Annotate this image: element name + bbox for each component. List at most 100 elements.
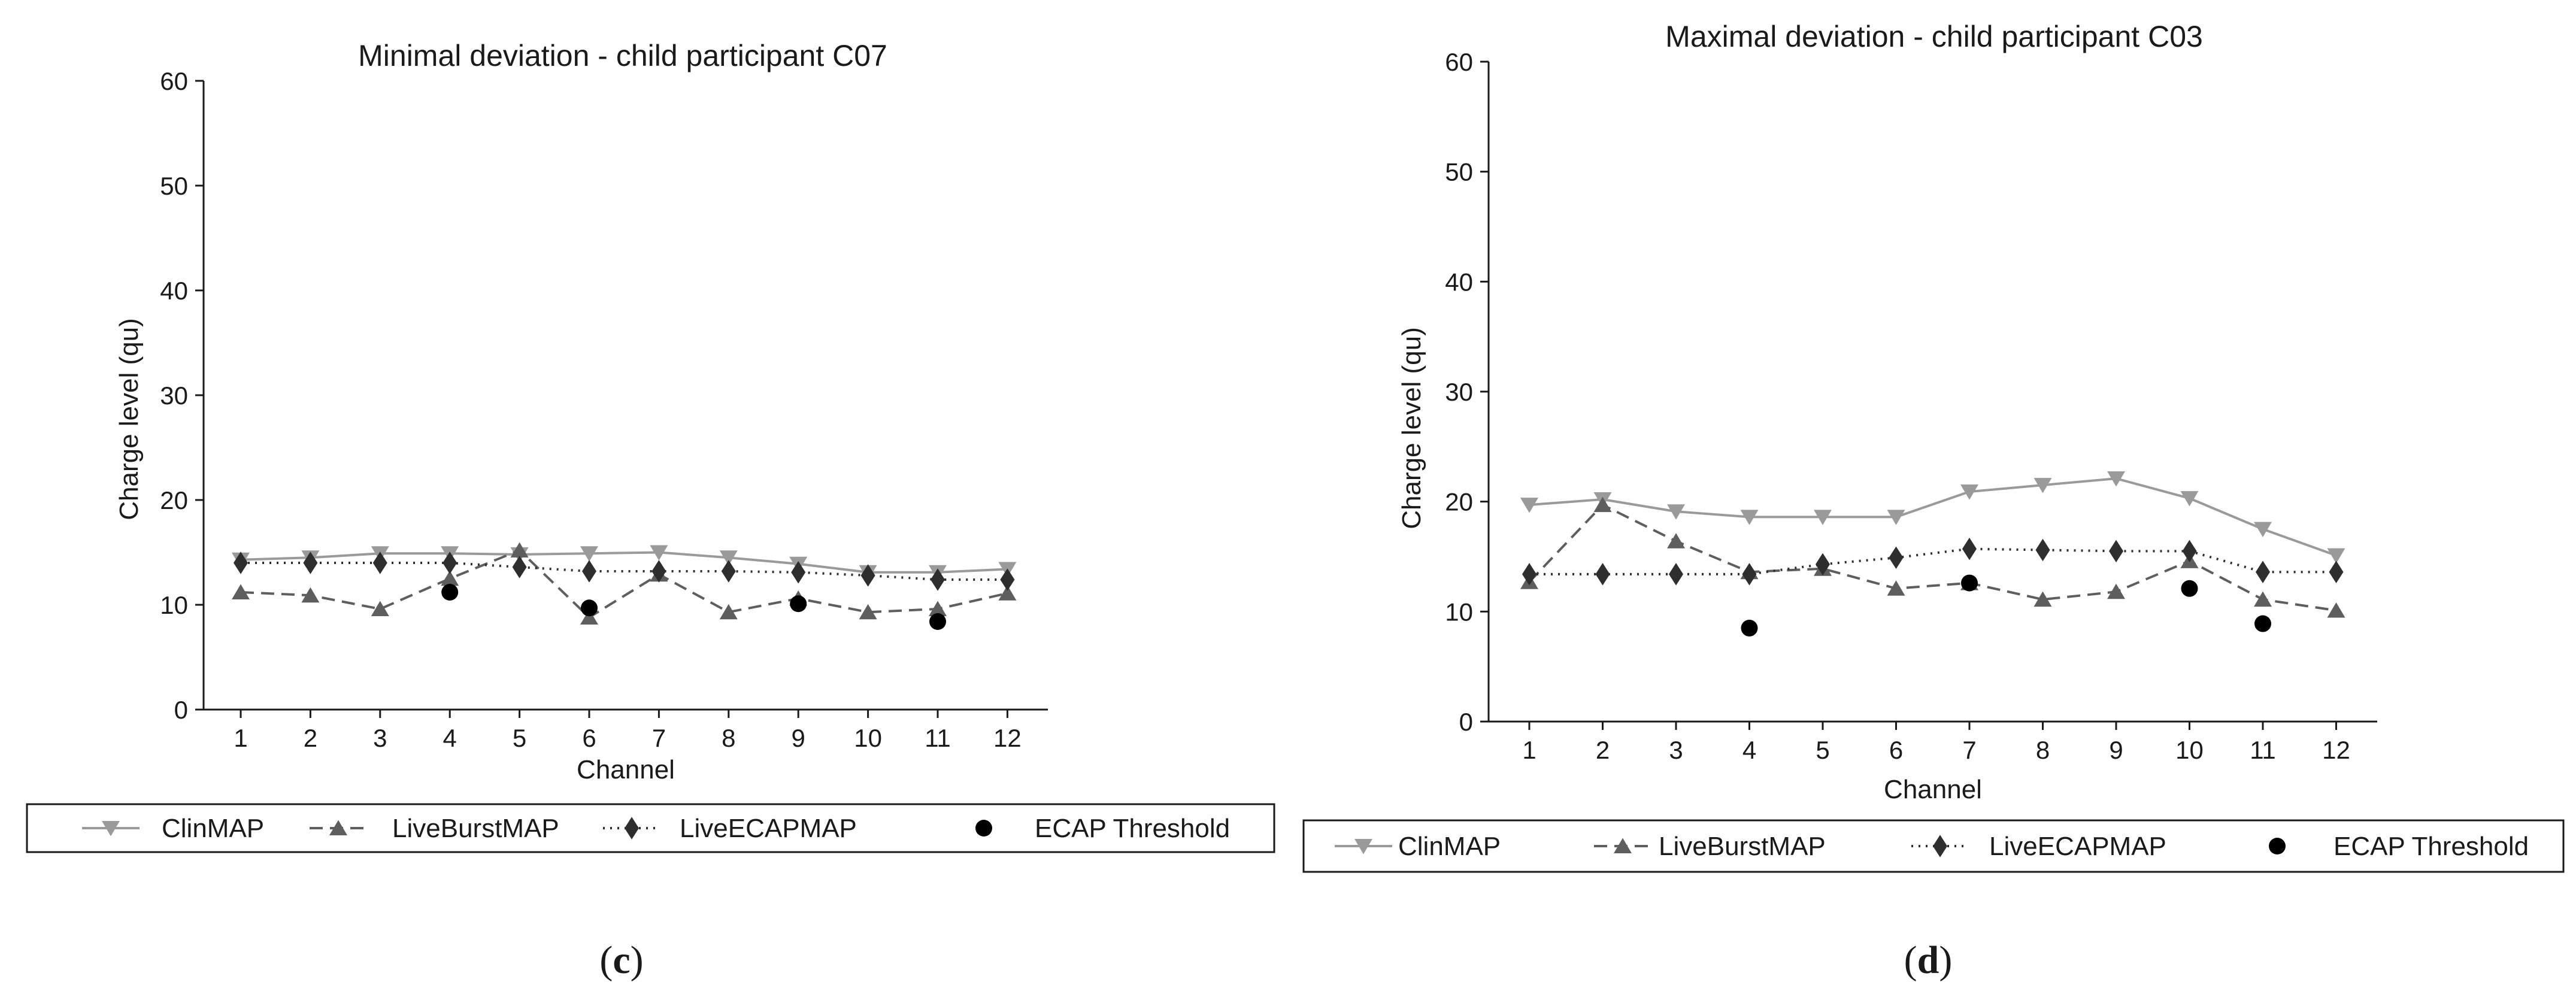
x-tick-label: 2: [304, 724, 317, 752]
x-axis-label: Channel: [1884, 775, 1982, 804]
legend-frame: [1302, 819, 2565, 873]
x-tick-label: 10: [854, 724, 882, 752]
legend-label: LiveBurstMAP: [1659, 832, 1826, 861]
legend-symbol: [603, 817, 660, 840]
legend-label: LiveECAPMAP: [1989, 832, 2166, 861]
legend-marker: [625, 817, 639, 840]
legend-marker: [1933, 835, 1947, 857]
x-tick-label: 1: [1522, 736, 1536, 764]
y-tick-label: 20: [1445, 488, 1473, 516]
data-point: [580, 609, 598, 625]
legend-marker: [975, 820, 992, 837]
x-tick-label: 10: [2175, 736, 2204, 764]
x-tick-label: 12: [2322, 736, 2350, 764]
x-tick-label: 5: [1816, 736, 1829, 764]
x-tick-label: 3: [1669, 736, 1683, 764]
chart-panel-d: Maximal deviation - child participant C0…: [1302, 20, 2565, 982]
y-tick-label: 0: [174, 696, 188, 724]
y-tick-label: 10: [1445, 598, 1473, 626]
x-tick-label: 3: [373, 724, 387, 752]
series-line: [1529, 477, 2337, 557]
data-point: [2254, 522, 2272, 538]
data-point: [929, 601, 947, 616]
data-point: [790, 595, 807, 613]
x-tick-label: 9: [792, 724, 805, 752]
y-tick-label: 50: [160, 172, 188, 200]
legend-label: ClinMAP: [162, 814, 264, 843]
data-point: [1667, 504, 1685, 520]
data-point: [232, 584, 250, 599]
data-point: [2256, 560, 2270, 583]
legend-symbol: [975, 820, 992, 837]
chart-panel-c: Minimal deviation - child participant C0…: [26, 39, 1275, 982]
x-tick-label: 7: [1962, 736, 1976, 764]
series-liveburstmap: [1520, 496, 2345, 618]
x-tick-label: 7: [652, 724, 666, 752]
data-point: [1961, 574, 1978, 592]
data-point: [2329, 560, 2344, 583]
data-point: [512, 556, 527, 578]
data-point: [931, 568, 945, 591]
data-point: [1669, 563, 1683, 586]
chart-title: Minimal deviation - child participant C0…: [358, 39, 887, 72]
legend-frame: [26, 803, 1275, 853]
legend-label: LiveECAPMAP: [680, 814, 857, 843]
legend-item-clinmap: ClinMAP: [1335, 832, 1501, 861]
data-point: [303, 551, 318, 574]
y-axis-label: Charge level (qu): [114, 318, 144, 520]
panel-label-d: (d): [1904, 938, 1953, 982]
data-point: [441, 584, 459, 601]
data-point: [1814, 510, 1832, 525]
series-line: [240, 551, 1008, 574]
legend-label: ECAP Threshold: [2333, 832, 2529, 861]
legend-symbol: [1594, 838, 1651, 853]
data-point: [301, 587, 320, 603]
x-tick-label: 6: [1889, 736, 1903, 764]
legend-label: ClinMAP: [1398, 832, 1501, 861]
y-axis-label: Charge level (qu): [1397, 327, 1426, 529]
y-tick-label: 30: [1445, 378, 1473, 406]
data-point: [1741, 619, 1758, 637]
x-tick-label: 1: [234, 724, 247, 752]
data-point: [721, 560, 736, 583]
legend-marker: [1354, 839, 1372, 854]
y-tick-label: 60: [160, 67, 188, 95]
x-tick-label: 9: [2109, 736, 2123, 764]
series-line: [1528, 503, 2336, 612]
data-point: [372, 551, 387, 574]
data-point: [1000, 568, 1015, 591]
data-point: [1520, 498, 1538, 513]
data-point: [582, 560, 596, 583]
data-point: [443, 551, 457, 574]
data-point: [2109, 540, 2123, 563]
data-point: [719, 604, 738, 620]
x-tick-label: 11: [925, 724, 951, 752]
series-liveecapmap: [1522, 537, 2344, 586]
x-tick-label: 4: [1742, 736, 1756, 764]
data-point: [581, 599, 598, 617]
data-point: [2254, 615, 2271, 632]
y-tick-label: 20: [160, 486, 188, 514]
legend-marker: [2269, 838, 2286, 854]
data-point: [510, 542, 529, 557]
y-tick-label: 40: [160, 277, 188, 305]
series-ecap-threshold: [1741, 574, 2271, 637]
data-point: [2180, 491, 2199, 507]
legend-symbol: [1911, 835, 1969, 857]
chart-title: Maximal deviation - child participant C0…: [1665, 20, 2203, 53]
data-point: [234, 551, 248, 574]
data-point: [1889, 546, 1904, 569]
legend-item-ecap-threshold: ECAP Threshold: [2269, 832, 2529, 861]
panel-label-c: (c): [599, 938, 643, 982]
data-point: [859, 604, 877, 620]
data-point: [1816, 553, 1830, 576]
data-point: [2107, 471, 2125, 487]
data-point: [371, 601, 389, 616]
data-point: [2254, 591, 2272, 607]
legend-item-liveburstmap: LiveBurstMAP: [310, 814, 559, 843]
data-point: [2107, 583, 2125, 599]
legend-item-ecap-threshold: ECAP Threshold: [975, 814, 1230, 843]
legend-marker: [102, 821, 120, 837]
